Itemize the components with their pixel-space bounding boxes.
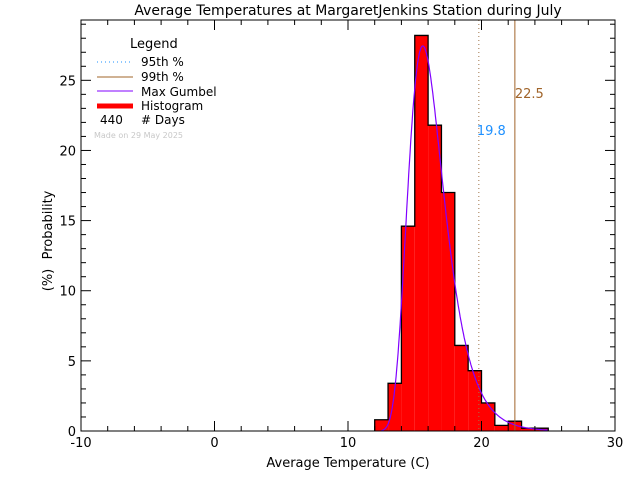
histogram-bar xyxy=(521,428,535,431)
y-tick-label: 0 xyxy=(68,425,76,440)
legend-95-label: 95th % xyxy=(141,55,184,69)
percentile-99-label: 22.5 xyxy=(515,87,544,102)
histogram-bar xyxy=(428,125,442,432)
histogram-bar xyxy=(388,383,402,431)
y-tick-label: 15 xyxy=(59,215,76,230)
histogram-bar xyxy=(494,425,509,431)
y-tick-label: 10 xyxy=(59,285,76,300)
y-tick-label: 20 xyxy=(59,144,76,159)
chart-title: Average Temperatures at MargaretJenkins … xyxy=(134,3,561,19)
histogram-bar xyxy=(401,226,415,431)
legend: Legend 95th % 99th % Max Gumbel Histogra… xyxy=(94,37,217,140)
legend-days-label: # Days xyxy=(141,113,185,127)
legend-days-count: 440 xyxy=(100,113,123,127)
x-axis-label: Average Temperature (C) xyxy=(266,456,429,471)
gumbel-curve xyxy=(381,45,548,432)
legend-gumbel-label: Max Gumbel xyxy=(141,85,217,99)
histogram-bar xyxy=(454,345,469,431)
x-tick-label: 0 xyxy=(210,436,218,451)
x-tick-label: 30 xyxy=(607,436,624,451)
x-tick-label: -10 xyxy=(70,436,91,451)
y-axis-unit: (%) xyxy=(41,269,56,292)
x-tick-label: 10 xyxy=(340,436,357,451)
y-tick-label: 5 xyxy=(68,355,76,370)
histogram-bar xyxy=(441,192,455,431)
legend-99-label: 99th % xyxy=(141,70,184,84)
y-tick-label: 25 xyxy=(59,74,76,89)
percentile-95-label: 19.8 xyxy=(477,124,506,139)
y-axis-label: Probability xyxy=(41,190,56,259)
histogram-bar xyxy=(468,370,482,431)
histogram-bar xyxy=(414,35,429,432)
histogram-bar xyxy=(374,419,389,431)
histogram-bar xyxy=(481,402,495,431)
histogram-outline xyxy=(374,34,549,431)
made-on-note: Made on 29 May 2025 xyxy=(94,131,183,140)
x-tick-label: 20 xyxy=(473,436,490,451)
legend-histogram-label: Histogram xyxy=(141,99,203,113)
legend-title: Legend xyxy=(130,37,178,52)
